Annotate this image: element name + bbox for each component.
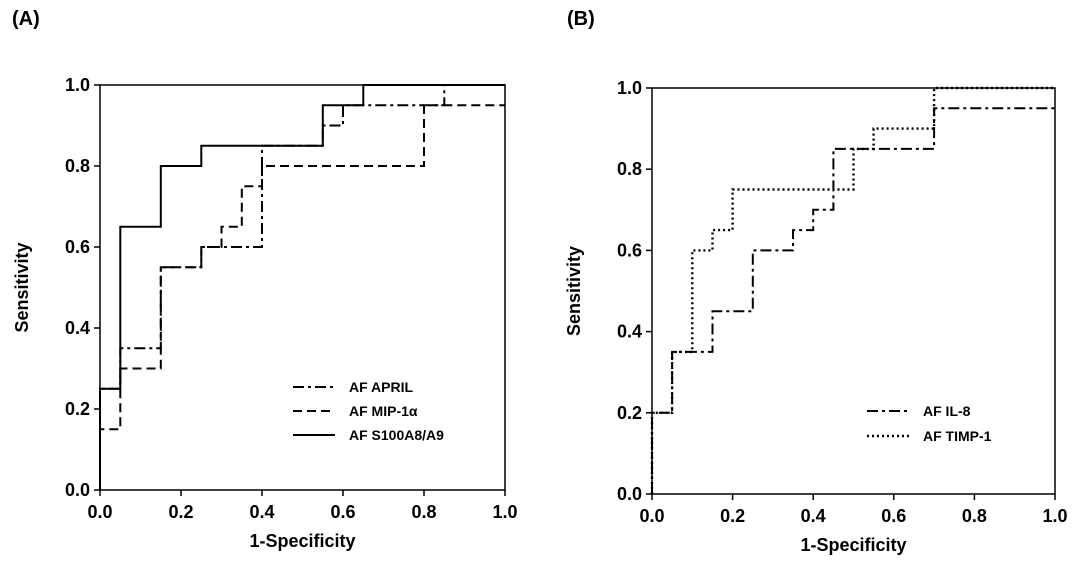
chart-panel-a: 0.0 0.2 0.4 0.6 0.8 1.0 0.0 0.2 0.4 0.6 0.8 1.0 1-Sp… <box>12 75 518 551</box>
y-tick-label: 1.0 <box>65 75 90 95</box>
plot-frame <box>651 87 1056 495</box>
y-tick-label: 0.6 <box>65 237 90 257</box>
series-line-1 <box>650 86 1055 494</box>
y-tick-label: 0.8 <box>617 159 642 179</box>
x-tick-label: 0.2 <box>168 502 193 522</box>
x-tick-label: 1.0 <box>1042 506 1067 526</box>
plot-frame <box>99 84 506 491</box>
y-axis-label: Sensitivity <box>12 242 32 332</box>
legend-label: AF TIMP-1 <box>923 428 992 444</box>
series-line-0 <box>651 107 1055 494</box>
y-axis-label: Sensitivity <box>564 246 584 336</box>
legend-label: AF S100A8/A9 <box>349 427 444 443</box>
x-tick-label: 0.6 <box>330 502 355 522</box>
series-line-1 <box>99 104 505 490</box>
chart-panel-b: 0.0 0.2 0.4 0.6 0.8 1.0 0.0 0.2 0.4 0.6 0.8 1.0 1-Sp… <box>564 78 1068 555</box>
x-tick-label: 0.6 <box>881 506 906 526</box>
y-tick-label: 1.0 <box>617 78 642 98</box>
x-tick-label: 0.4 <box>249 502 274 522</box>
y-tick-label: 0.2 <box>65 399 90 419</box>
panel-b-label: (B) <box>567 8 595 30</box>
x-tick-label: 0.4 <box>801 506 826 526</box>
series-line-2 <box>99 84 505 490</box>
x-tick-label: 1.0 <box>492 502 517 522</box>
x-tick-label: 0.8 <box>962 506 987 526</box>
y-tick-label: 0.0 <box>65 480 90 500</box>
legend-label: AF APRIL <box>349 379 413 395</box>
legend-label: AF IL-8 <box>923 403 971 419</box>
y-tick-label: 0.4 <box>65 318 90 338</box>
y-tick-label: 0.8 <box>65 156 90 176</box>
x-tick-label: 0.2 <box>720 506 745 526</box>
x-tick-label: 0.0 <box>639 506 664 526</box>
y-tick-label: 0.2 <box>617 403 642 423</box>
y-tick-label: 0.6 <box>617 240 642 260</box>
legend-label: AF MIP-1α <box>349 403 418 419</box>
y-tick-label: 0.4 <box>617 322 642 342</box>
panel-a-label: (A) <box>12 8 40 30</box>
x-axis-label: 1-Specificity <box>800 535 906 555</box>
x-tick-label: 0.0 <box>87 502 112 522</box>
x-axis-label: 1-Specificity <box>249 531 355 551</box>
y-tick-label: 0.0 <box>617 484 642 504</box>
x-tick-label: 0.8 <box>411 502 436 522</box>
